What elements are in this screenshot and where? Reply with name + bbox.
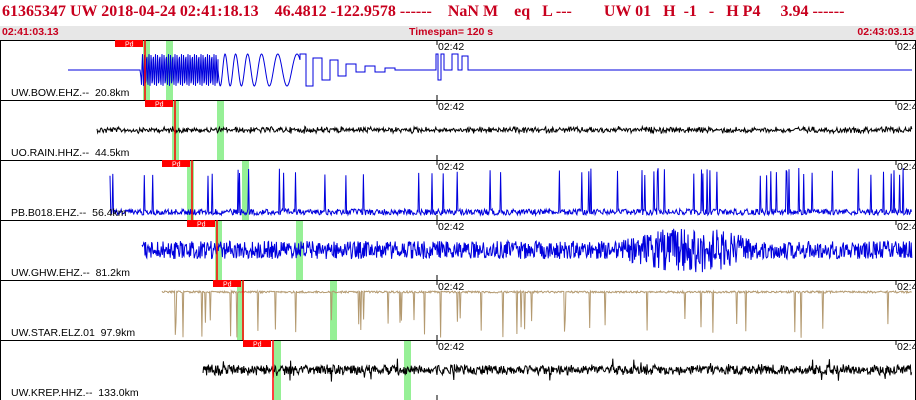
right-tick-label: 02:4 (897, 221, 916, 233)
time-end-label: 02:43:03.13 (857, 26, 914, 38)
channel-label: UW.BOW.EHZ.-- 20.8km (11, 87, 130, 99)
trace-plot[interactable]: Pd (0, 160, 916, 220)
time-axis-bar: 02:41:03.13 Timespan= 120 s 02:43:03.13 (0, 26, 916, 40)
analysis-window (404, 341, 411, 400)
channel-label: PB.B018.EHZ.-- 56.4km (11, 207, 127, 219)
seismic-trace (141, 228, 913, 273)
trace-panels[interactable]: Pd 02:42 02:4 UW.BOW.EHZ.-- 20.8km Pd 02… (0, 40, 916, 400)
pick-marker (145, 100, 173, 107)
pick-marker (187, 220, 215, 227)
channel-label: UW.STAR.ELZ.01 97.9km (11, 327, 136, 339)
pick-marker (213, 280, 241, 287)
trace-plot[interactable]: Pd (0, 280, 916, 340)
pick-marker-label: Pd (197, 222, 206, 229)
analysis-window (242, 161, 249, 220)
time-start-label: 02:41:03.13 (2, 26, 59, 38)
seismic-trace (202, 358, 913, 382)
analysis-window (274, 341, 281, 400)
channel-label: UW.GHW.EHZ.-- 81.2km (11, 267, 131, 279)
minute-tick-label: 02:42 (438, 101, 465, 113)
right-tick-label: 02:4 (897, 281, 916, 293)
analysis-window (330, 281, 337, 340)
event-title: 61365347 UW 2018-04-24 02:41:18.13 46.48… (2, 3, 845, 20)
trace-panel-bow[interactable]: Pd 02:42 02:4 UW.BOW.EHZ.-- 20.8km (0, 40, 916, 100)
minute-tick-label: 02:42 (438, 221, 465, 233)
pick-marker (162, 160, 190, 167)
seismic-trace (161, 289, 912, 338)
channel-label: UO.RAIN.HHZ.-- 44.5km (11, 147, 130, 159)
pick-marker (243, 340, 271, 347)
trace-plot[interactable]: Pd (0, 340, 916, 400)
channel-label: UW.KREP.HHZ.-- 133.0km (11, 387, 139, 399)
right-tick-label: 02:4 (897, 341, 916, 353)
trace-panel-b018[interactable]: Pd 02:42 02:4 PB.B018.EHZ.-- 56.4km (0, 160, 916, 220)
pick-marker-label: Pd (172, 162, 181, 169)
trace-panel-rain[interactable]: Pd 02:42 02:4 UO.RAIN.HHZ.-- 44.5km (0, 100, 916, 160)
pick-marker-label: Pd (155, 102, 164, 109)
event-header: 61365347 UW 2018-04-24 02:41:18.13 46.48… (0, 0, 916, 26)
right-tick-label: 02:4 (897, 101, 916, 113)
trace-plot[interactable]: Pd (0, 40, 916, 100)
seismic-trace (96, 124, 913, 135)
analysis-window (237, 281, 244, 340)
minute-tick-label: 02:42 (438, 161, 465, 173)
trace-panel-krep[interactable]: Pd 02:42 02:4 UW.KREP.HHZ.-- 133.0km (0, 340, 916, 400)
seismic-trace (68, 53, 912, 87)
right-tick-label: 02:4 (897, 41, 916, 53)
pick-marker (115, 40, 143, 47)
trace-panel-star[interactable]: Pd 02:42 02:4 UW.STAR.ELZ.01 97.9km (0, 280, 916, 340)
timespan-label: Timespan= 120 s (409, 26, 494, 38)
pick-marker-label: Pd (253, 342, 262, 349)
trace-plot[interactable]: Pd (0, 100, 916, 160)
pick-marker-label: Pd (125, 42, 134, 49)
trace-panel-ghw[interactable]: Pd 02:42 02:4 UW.GHW.EHZ.-- 81.2km (0, 220, 916, 280)
analysis-window (187, 161, 194, 220)
minute-tick-label: 02:42 (438, 341, 465, 353)
minute-tick-label: 02:42 (438, 281, 465, 293)
pick-marker-label: Pd (223, 282, 232, 289)
right-tick-label: 02:4 (897, 161, 916, 173)
seismic-trace (109, 167, 912, 217)
minute-tick-label: 02:42 (438, 41, 465, 53)
